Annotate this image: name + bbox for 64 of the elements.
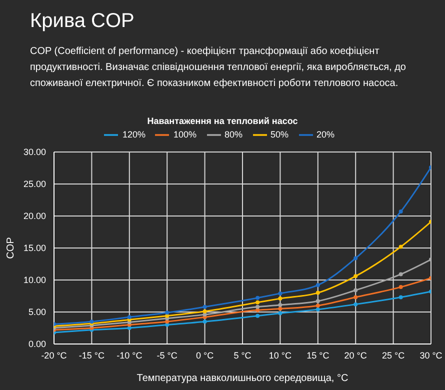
point (398, 272, 403, 276)
line-series (54, 276, 431, 332)
point (278, 311, 282, 316)
legend-label: 20% (316, 129, 335, 140)
y-tick-label: 25.00 (23, 179, 46, 190)
legend-label: 120% (122, 129, 146, 140)
x-tick-label: -20 °C (41, 350, 68, 360)
chart-title: Крива COP (30, 10, 134, 33)
y-tick-label: 20.00 (23, 211, 46, 222)
point (278, 306, 282, 311)
point (316, 307, 320, 312)
y-axis-title: COP (6, 236, 17, 259)
point (354, 274, 358, 278)
point (278, 296, 282, 301)
point (398, 210, 403, 214)
x-tick-label: 5 °C (234, 350, 252, 360)
point (127, 315, 132, 320)
x-tick-label: 10 °C (268, 350, 292, 360)
point (202, 309, 207, 314)
x-tick-label: -5 °C (156, 350, 178, 360)
y-tick-label: 0.00 (28, 339, 46, 350)
x-tick-label: -15 °C (78, 350, 106, 360)
point (165, 322, 170, 327)
point (316, 290, 320, 295)
legend-label: 100% (173, 129, 196, 140)
point (354, 302, 358, 306)
x-tick-label: 30 °C (420, 350, 443, 360)
y-tick-label: 10.00 (23, 275, 46, 286)
point (278, 302, 282, 307)
x-tick-label: 25 °C (382, 350, 406, 360)
x-tick-label: 15 °C (306, 350, 330, 360)
line-series (54, 290, 431, 334)
x-axis-title: Температура навколишнього середовища, °C (136, 373, 348, 384)
legend-label: 80% (224, 129, 243, 140)
point (354, 295, 358, 300)
point (127, 326, 132, 330)
point (165, 314, 170, 318)
point (354, 288, 358, 292)
x-tick-label: -10 °C (116, 350, 143, 360)
point (316, 304, 320, 308)
point (316, 299, 320, 304)
legend-title: Навантаження на тепловий насос (146, 116, 299, 126)
point (256, 304, 260, 309)
point (256, 300, 260, 304)
point (202, 304, 207, 309)
point (398, 295, 403, 300)
point (316, 283, 320, 288)
x-tick-label: 20 °C (344, 350, 368, 360)
point (354, 256, 358, 260)
x-tick-label: 0 °C (196, 350, 214, 360)
point (256, 296, 260, 300)
chart-subtitle: COP (Coefficient of performance) - коефіцієнт трансформації або коефіцієнт продуктивності. Визначає співвідношення теплової енергії, яка виробляється, до споживаної електричної. Є показником ефективності роботи теплового насоса. (30, 45, 407, 91)
legend-label: 50% (270, 129, 289, 140)
line-series (54, 220, 431, 328)
y-tick-label: 30.00 (23, 147, 46, 158)
y-tick-label: 5.00 (28, 307, 46, 318)
point (256, 314, 260, 318)
y-tick-label: 15.00 (23, 243, 46, 254)
point (398, 285, 403, 290)
point (278, 291, 282, 296)
point (202, 320, 207, 324)
point (398, 244, 403, 249)
point (165, 320, 170, 324)
point (165, 310, 170, 315)
